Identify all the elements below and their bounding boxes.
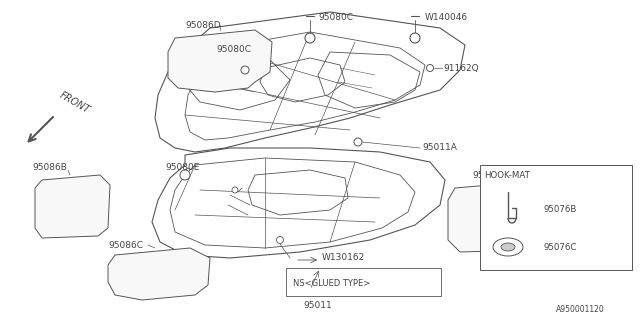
Ellipse shape bbox=[493, 238, 523, 256]
Text: 95080C: 95080C bbox=[216, 45, 251, 54]
Polygon shape bbox=[108, 248, 210, 300]
Circle shape bbox=[241, 66, 249, 74]
Text: 95080E: 95080E bbox=[165, 164, 200, 172]
Circle shape bbox=[232, 187, 238, 193]
Text: 91162Q: 91162Q bbox=[443, 63, 479, 73]
Circle shape bbox=[410, 33, 420, 43]
Polygon shape bbox=[35, 175, 110, 238]
Text: HOOK-MAT: HOOK-MAT bbox=[484, 171, 530, 180]
Text: NS<GLUED TYPE>: NS<GLUED TYPE> bbox=[293, 278, 371, 287]
Text: 95011: 95011 bbox=[303, 300, 332, 309]
Bar bbox=[286, 268, 441, 296]
Text: 95086D: 95086D bbox=[185, 20, 221, 29]
Text: W130162: W130162 bbox=[322, 253, 365, 262]
Text: 95086C: 95086C bbox=[108, 241, 143, 250]
Text: 95086E: 95086E bbox=[473, 171, 507, 180]
Circle shape bbox=[305, 33, 315, 43]
Circle shape bbox=[180, 170, 190, 180]
Text: 95011A: 95011A bbox=[422, 143, 457, 153]
Text: 95076B: 95076B bbox=[544, 205, 577, 214]
Text: 95086B: 95086B bbox=[32, 164, 67, 172]
Text: 95076C: 95076C bbox=[544, 243, 577, 252]
Text: 95080C: 95080C bbox=[318, 12, 353, 21]
Text: FRONT: FRONT bbox=[58, 90, 92, 116]
Text: W140046: W140046 bbox=[425, 13, 468, 22]
Circle shape bbox=[426, 65, 433, 71]
Circle shape bbox=[276, 236, 284, 244]
Polygon shape bbox=[448, 182, 545, 252]
Ellipse shape bbox=[501, 243, 515, 251]
Circle shape bbox=[354, 138, 362, 146]
Bar bbox=[480, 165, 632, 270]
Text: A950001120: A950001120 bbox=[556, 306, 604, 315]
Polygon shape bbox=[168, 30, 272, 92]
